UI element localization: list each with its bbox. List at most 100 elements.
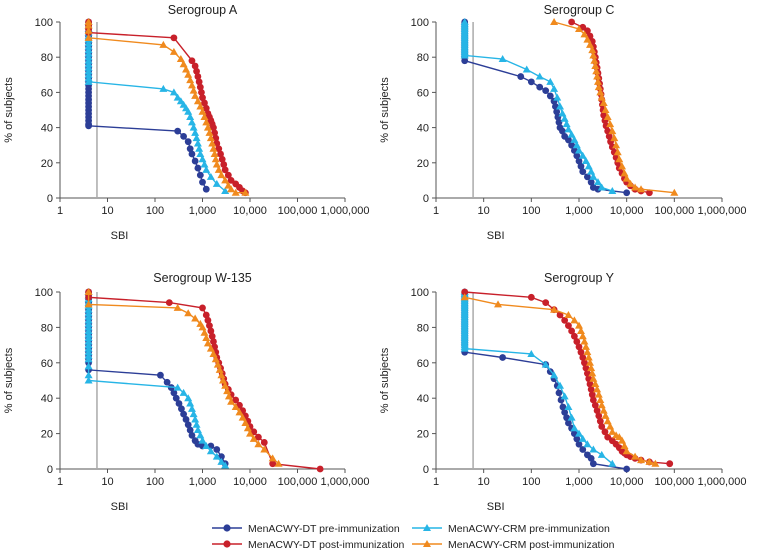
data-point [214,165,223,173]
series-line [464,296,656,465]
legend-label: MenACWY-CRM pre-immunization [448,523,610,535]
data-point [198,89,205,96]
data-point [560,114,569,122]
x-tick-label: 10 [101,205,113,217]
data-point [212,452,221,460]
data-point [206,344,215,352]
data-point [217,371,226,379]
data-point [592,67,601,75]
data-point [84,60,93,68]
data-point [254,440,263,448]
data-point [159,40,168,48]
data-point [84,39,93,47]
data-point [603,113,612,121]
data-point [517,73,525,80]
data-point [199,94,206,102]
y-tick-label: 60 [41,87,53,99]
data-point [231,403,240,411]
data-point [202,185,210,193]
data-point [583,27,591,35]
data-point [218,376,227,384]
data-point [173,383,182,391]
chart-title: Serogroup A [168,3,238,17]
chart-panel [56,288,346,473]
y-tick-label: 20 [417,429,429,441]
data-point [589,445,598,453]
x-tick-label: 1 [433,205,439,217]
data-point [589,172,598,180]
data-point [645,457,654,465]
data-point [170,34,178,42]
data-point [590,56,599,64]
data-point [578,151,587,159]
data-point [206,447,215,455]
x-tick-label: 10,000 [233,476,267,488]
data-point [576,326,585,334]
data-point [175,400,183,407]
data-point [536,83,544,91]
data-point [211,155,220,163]
series-dt_post [85,18,249,197]
data-point [241,418,250,426]
y-tick-label: 80 [417,322,429,334]
series-line [87,292,280,465]
data-point [594,83,603,91]
data-point [622,447,631,455]
data-point [578,434,587,442]
data-point [583,35,592,43]
data-point [601,106,610,113]
data-point [84,33,93,41]
data-point [84,334,93,342]
data-point [232,396,240,404]
data-point [188,57,196,65]
data-point [176,54,185,62]
data-point [217,457,226,465]
data-point [196,431,205,439]
x-tick-label: 10,000 [610,205,644,217]
x-tick-label: 1 [57,205,63,217]
data-point [559,127,566,135]
data-point [209,349,218,357]
data-point [499,354,507,361]
data-point [556,102,565,110]
y-tick-label: 100 [35,287,53,299]
data-point [195,78,203,86]
data-point [84,288,93,295]
data-point [173,93,182,101]
legend-marker [223,524,231,532]
data-point [535,72,544,80]
data-point [542,299,550,307]
data-point [498,54,507,62]
data-point [227,185,236,193]
data-point [589,51,598,59]
data-point [575,25,583,33]
x-tick-label: 10,000 [233,205,267,217]
data-point [84,42,93,50]
y-tick-label: 80 [417,52,429,64]
data-point [583,173,591,181]
legend-label: MenACWY-CRM post-immunization [448,539,615,551]
data-point [163,378,171,386]
data-point [527,293,535,301]
data-point [601,428,609,436]
data-point [565,419,572,427]
data-point [606,422,615,430]
data-point [577,162,585,170]
x-tick-label: 100,000 [278,205,318,217]
x-tick-label: 1 [433,476,439,488]
data-point [555,389,563,397]
data-point [84,330,93,338]
data-point [460,293,469,301]
data-point [193,426,202,434]
y-tick-label: 40 [417,123,429,135]
data-point [84,305,93,313]
data-point [568,18,576,26]
data-point [578,332,587,340]
data-point [527,78,535,86]
data-point [579,446,587,453]
data-point [623,465,631,473]
data-point [189,123,198,131]
data-point [188,431,196,439]
x-tick-label: 1 [57,476,63,488]
data-point [581,157,590,165]
